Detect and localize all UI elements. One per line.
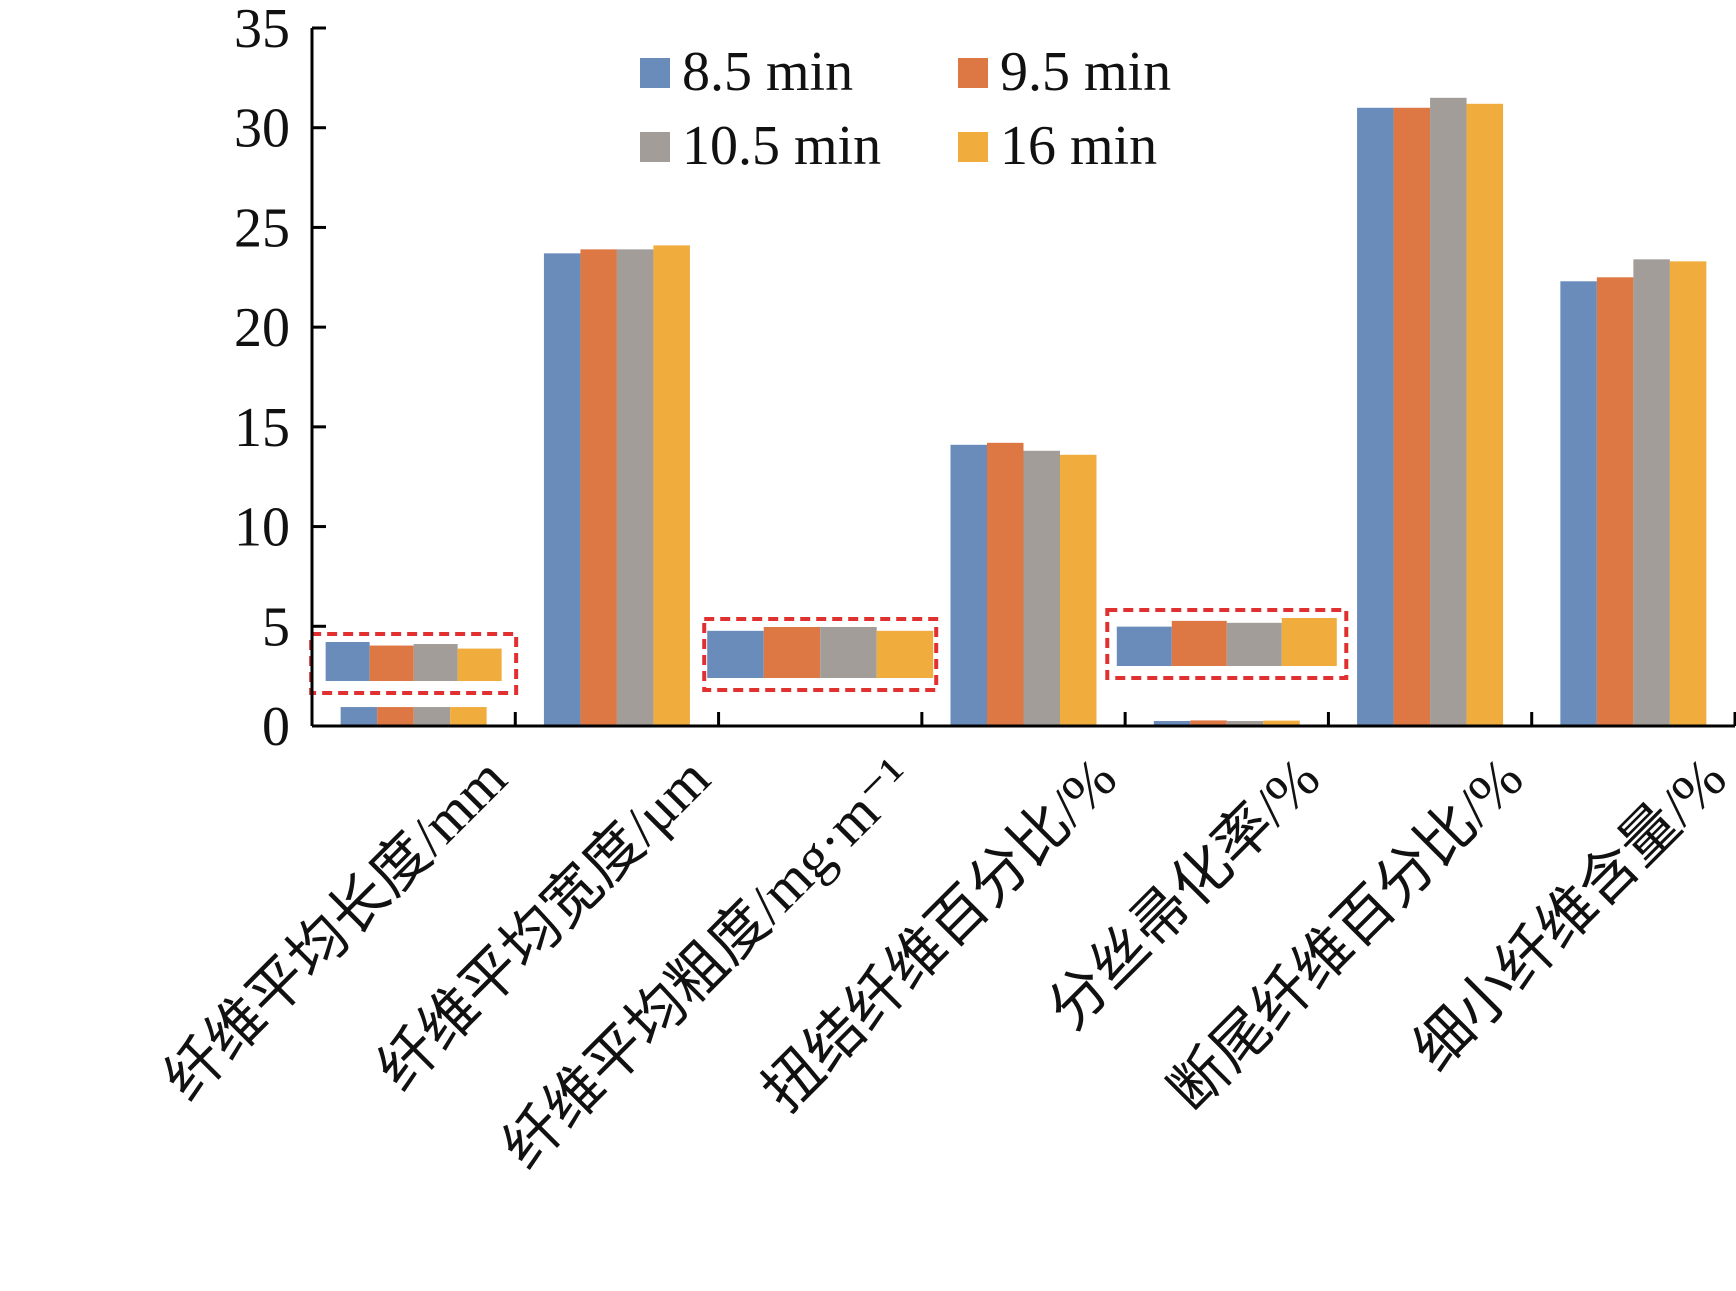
- highlight-bar: [457, 648, 502, 681]
- bar: [1393, 107, 1431, 727]
- y-tick-label: 30: [234, 98, 290, 160]
- legend-swatch: [640, 132, 670, 162]
- bar: [1060, 454, 1097, 726]
- x-tick-label: 纤维平均粗度/mg·m⁻¹: [490, 745, 925, 1180]
- highlight-bar: [820, 627, 877, 678]
- y-tick-label: 15: [234, 397, 290, 459]
- bar: [653, 245, 690, 726]
- bar: [340, 707, 378, 726]
- legend-label: 8.5 min: [682, 41, 853, 103]
- bar: [1190, 720, 1227, 726]
- bar: [1596, 277, 1634, 726]
- legend-label: 9.5 min: [1000, 41, 1171, 103]
- bar: [1430, 97, 1467, 727]
- bar: [1226, 721, 1264, 726]
- highlight-bar: [1116, 626, 1172, 666]
- bar: [580, 249, 617, 726]
- x-tick-label: 扭结纤维百分比/%: [750, 745, 1129, 1124]
- y-tick-label: 5: [262, 596, 290, 658]
- x-tick-label: 断尾纤维百分比/%: [1157, 745, 1536, 1124]
- highlight-bar: [325, 642, 370, 681]
- highlight-bar: [876, 630, 934, 678]
- highlight-box: [1105, 608, 1349, 680]
- bar: [616, 249, 654, 726]
- highlight-bar: [1171, 620, 1227, 666]
- axes-layer: [310, 26, 1736, 728]
- bar: [1023, 450, 1060, 726]
- bar: [1633, 259, 1670, 726]
- y-tick-label: 0: [262, 696, 290, 758]
- x-tick-label: 纤维平均长度/mm: [152, 745, 519, 1112]
- bar: [450, 707, 487, 726]
- bar: [1357, 107, 1394, 727]
- y-tick-label: 10: [234, 497, 290, 559]
- legend-label: 16 min: [1000, 115, 1157, 177]
- bar: [1560, 281, 1597, 726]
- bar: [1466, 103, 1504, 727]
- highlight-bar: [707, 630, 764, 678]
- highlight-bar: [763, 627, 821, 678]
- bar: [950, 444, 987, 726]
- bar: [987, 442, 1024, 726]
- y-tick-label: 25: [234, 197, 290, 259]
- legend-swatch: [958, 58, 988, 88]
- highlight-bar: [1226, 622, 1282, 666]
- bar: [377, 707, 414, 726]
- legend: 8.5 min 9.5 min 10.5 min 16 min: [640, 41, 1171, 177]
- bar: [413, 707, 451, 726]
- bars-layer: [325, 97, 1707, 727]
- highlight-bar: [369, 645, 414, 681]
- bar: [1153, 721, 1191, 726]
- bar: [1669, 261, 1707, 726]
- legend-swatch: [640, 58, 670, 88]
- legend-swatch: [958, 132, 988, 162]
- bar: [543, 253, 581, 726]
- legend-label: 10.5 min: [682, 115, 881, 177]
- highlight-bar: [413, 644, 458, 681]
- y-tick-label: 35: [234, 0, 290, 60]
- bar: [1263, 720, 1300, 726]
- highlight-box: [702, 617, 939, 692]
- highlight-bar: [1281, 618, 1337, 666]
- y-tick-label: 20: [234, 297, 290, 359]
